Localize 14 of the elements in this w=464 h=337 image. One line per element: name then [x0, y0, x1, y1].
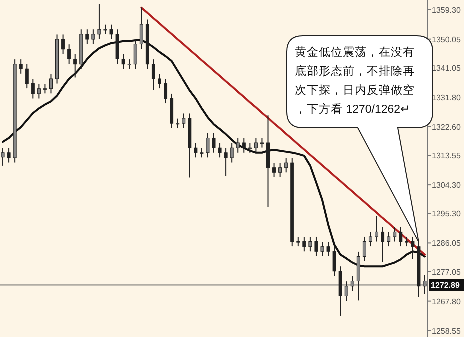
ytick: 1258.55 [432, 326, 461, 336]
ytick: 1267.80 [432, 297, 461, 306]
annotation: 黄金低位震荡，在没有底部形态前，不排除再次下探，日内反弹做空，下方看 1270/1262↵ [295, 47, 415, 116]
ytick: 1359.30 [432, 6, 461, 15]
ytick: 1304.30 [432, 181, 461, 190]
ytick: 1313.55 [432, 152, 461, 161]
ytick: 1286.05 [432, 239, 461, 248]
ytick: 1295.30 [432, 210, 461, 219]
ytick: 1350.05 [432, 35, 461, 44]
ytick: 1277.05 [432, 268, 461, 277]
ytick: 1331.80 [432, 93, 461, 102]
ytick: 1341.05 [432, 64, 461, 73]
ref-label: 1272.89 [431, 281, 460, 290]
ytick: 1322.60 [432, 122, 461, 132]
